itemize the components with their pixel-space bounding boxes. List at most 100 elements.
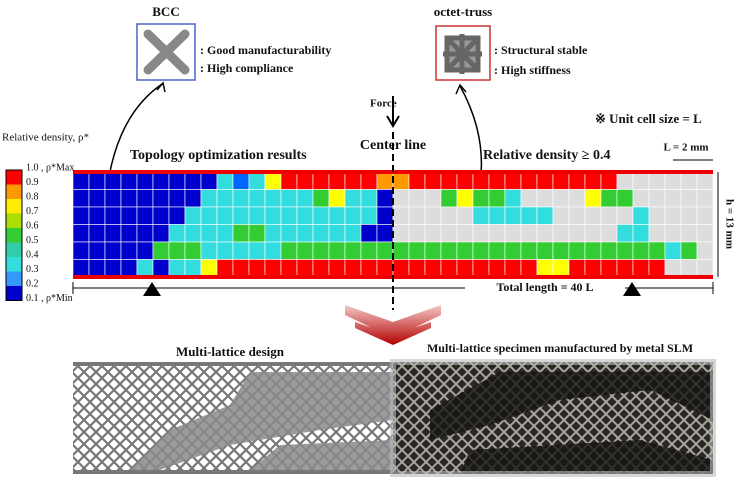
grid-cell	[441, 260, 457, 278]
grid-cell	[89, 260, 105, 278]
grid-cell	[633, 172, 649, 190]
grid-cell	[585, 172, 601, 190]
grid-cell	[585, 225, 601, 243]
grid-cell	[649, 260, 665, 278]
grid-cell	[617, 225, 633, 243]
grid-cell	[73, 190, 89, 208]
grid-cell	[521, 207, 537, 225]
grid-cell	[217, 242, 233, 260]
grid-cell	[329, 172, 345, 190]
grid-cell	[345, 225, 361, 243]
grid-cell	[441, 172, 457, 190]
grid-cell	[425, 260, 441, 278]
grid-cell	[681, 190, 697, 208]
colorbar-cell	[6, 272, 22, 287]
grid-cell	[377, 207, 393, 225]
grid-cell	[601, 190, 617, 208]
grid-cell	[297, 225, 313, 243]
grid-cell	[121, 260, 137, 278]
grid-cell	[217, 207, 233, 225]
grid-cell	[73, 207, 89, 225]
legend-label: 0.5	[26, 235, 39, 246]
grid-cell	[681, 242, 697, 260]
grid-cell	[89, 207, 105, 225]
grid-cell	[313, 242, 329, 260]
legend-label: 0.2	[26, 278, 39, 289]
grid-cell	[233, 260, 249, 278]
grid-cell	[505, 242, 521, 260]
legend-label: 0.4	[26, 249, 39, 260]
grid-cell	[537, 242, 553, 260]
grid-cell	[329, 225, 345, 243]
grid-cell	[137, 225, 153, 243]
chevron	[345, 305, 441, 345]
grid-cell	[473, 172, 489, 190]
grid-cell	[265, 225, 281, 243]
grid-cell	[441, 207, 457, 225]
grid-cell	[281, 260, 297, 278]
grid-cell	[361, 242, 377, 260]
grid-cell	[617, 190, 633, 208]
grid-cell	[457, 260, 473, 278]
grid-cell	[489, 172, 505, 190]
grid-cell	[473, 242, 489, 260]
grid-cell	[345, 190, 361, 208]
grid-cell	[473, 225, 489, 243]
grid-cell	[233, 190, 249, 208]
grid-cell	[393, 225, 409, 243]
grid-cell	[697, 260, 713, 278]
cell-size-label: L = 2 mm	[663, 142, 708, 154]
grid-cell	[297, 260, 313, 278]
figure: BCC : Good manufacturability : High comp…	[0, 0, 737, 488]
grid-cell	[601, 260, 617, 278]
grid-cell	[377, 225, 393, 243]
grid-cell	[601, 207, 617, 225]
grid-cell	[137, 172, 153, 190]
grid-cell	[489, 207, 505, 225]
grid-cell	[697, 172, 713, 190]
grid-cell	[313, 190, 329, 208]
grid-cell	[633, 207, 649, 225]
grid-cell	[313, 207, 329, 225]
grid-cell	[89, 225, 105, 243]
grid-cell	[137, 207, 153, 225]
grid-cell	[89, 242, 105, 260]
grid-cell	[569, 207, 585, 225]
grid-cell	[169, 172, 185, 190]
grid-cell	[473, 207, 489, 225]
grid-cell	[553, 260, 569, 278]
grid-cell	[313, 225, 329, 243]
grid-cell	[489, 225, 505, 243]
grid-cell	[361, 190, 377, 208]
grid-cell	[537, 260, 553, 278]
grid-cell	[297, 172, 313, 190]
grid-cell	[601, 172, 617, 190]
legend-label: 1.0 , ρ*Max	[26, 162, 74, 173]
grid-cell	[569, 225, 585, 243]
grid-cell	[617, 172, 633, 190]
colorbar-cell	[6, 185, 22, 200]
grid-cell	[201, 207, 217, 225]
grid-cell	[665, 225, 681, 243]
grid-cell	[585, 190, 601, 208]
grid-cell	[617, 207, 633, 225]
length-label: Total length = 40 L	[496, 280, 593, 294]
octet-title: octet-truss	[434, 4, 492, 19]
grid-cell	[169, 242, 185, 260]
grid-cell	[329, 207, 345, 225]
grid-cell	[537, 207, 553, 225]
grid-cell	[425, 190, 441, 208]
grid-cell	[377, 242, 393, 260]
grid-cell	[505, 207, 521, 225]
bcc-note: : High compliance	[200, 61, 294, 75]
grid-cell	[553, 207, 569, 225]
bcc-title: BCC	[152, 4, 179, 19]
legend-title: Relative density, ρ*	[2, 132, 89, 144]
grid-cell	[409, 260, 425, 278]
grid-cell	[489, 242, 505, 260]
grid-cell	[361, 207, 377, 225]
grid-cell	[569, 172, 585, 190]
grid-cell	[633, 260, 649, 278]
grid-cell	[169, 225, 185, 243]
grid-cell	[393, 242, 409, 260]
